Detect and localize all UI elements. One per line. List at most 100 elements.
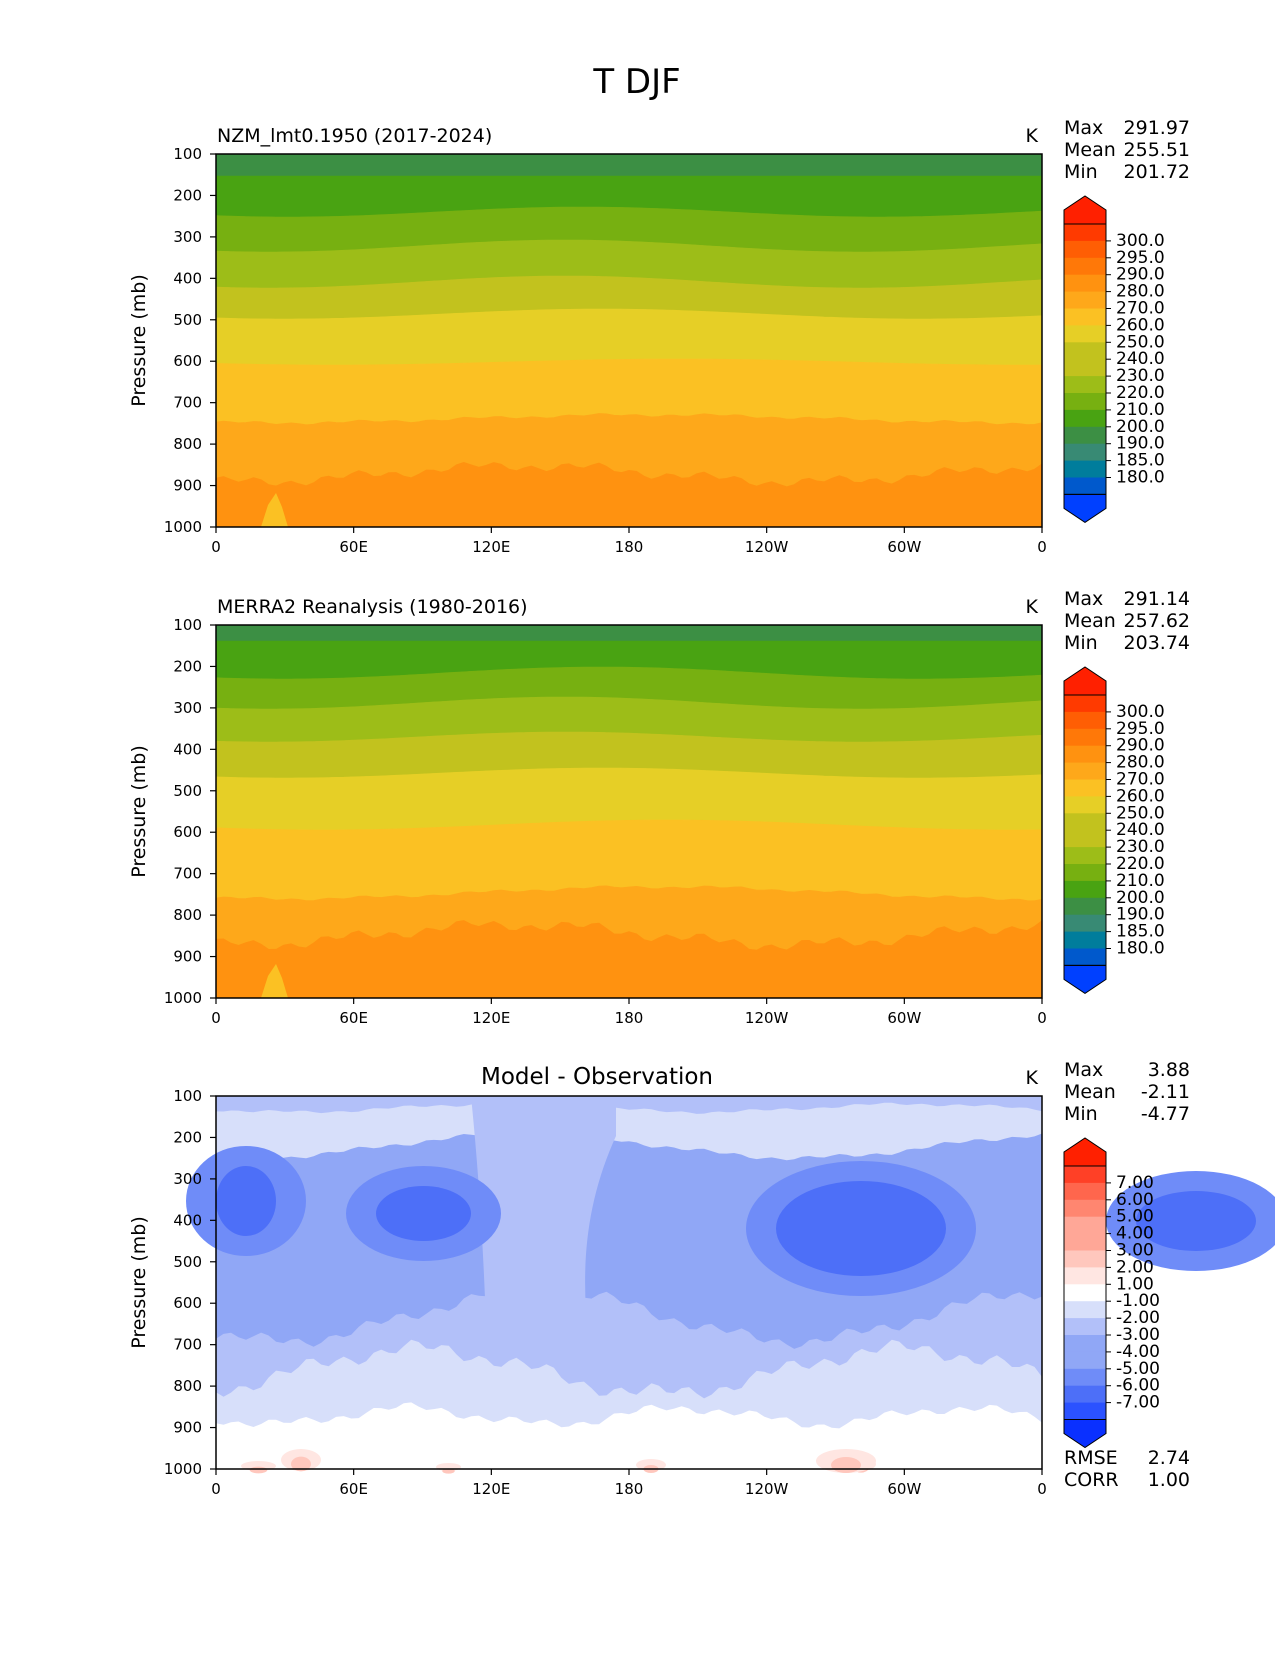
colorbar-segment: [1064, 728, 1106, 747]
colorbar-label: 220.0: [1116, 854, 1165, 874]
y-tick-label: 300: [173, 228, 202, 246]
stat-value: 257.62: [1124, 610, 1190, 632]
contour-band: [1136, 1191, 1256, 1251]
colorbar-label: 280.0: [1116, 753, 1165, 773]
colorbar-cap-bottom: [1063, 493, 1107, 524]
colorbar-label: 220.0: [1116, 383, 1165, 403]
colorbar-label: 290.0: [1116, 265, 1165, 285]
stat-value: 201.72: [1124, 161, 1190, 183]
colorbar-label: -4.00: [1116, 1342, 1160, 1362]
colorbar-label: 270.0: [1116, 770, 1165, 790]
colorbar-frame: [1063, 1165, 1107, 1420]
y-tick-label: 500: [173, 782, 202, 800]
stat-value: 1.00: [1148, 1469, 1190, 1491]
x-tick-label: 0: [211, 1480, 221, 1498]
colorbar-segment: [1064, 796, 1106, 814]
y-tick-label: 600: [173, 1294, 202, 1312]
colorbar-segment: [1064, 1318, 1106, 1336]
colorbar-segment: [1064, 426, 1106, 445]
y-tick-label: 600: [173, 352, 202, 370]
panel-title: MERRA2 Reanalysis (1980-2016): [217, 596, 528, 618]
panel-2-axes: 100 200 300 400 500 600 700 800 900 1000 0 60E 120E 1…: [128, 588, 1190, 1027]
colorbar-segment: [1064, 1368, 1106, 1387]
colorbar-label: 200.0: [1116, 417, 1165, 437]
colorbar-segment: [1064, 460, 1106, 478]
colorbar-segment: [1064, 1402, 1106, 1420]
colorbar-segment: [1064, 443, 1106, 462]
colorbar-segment: [1064, 359, 1106, 377]
colorbar-label: -2.00: [1116, 1308, 1160, 1328]
panel-3-colorbar: 7.006.005.004.003.002.001.00-1.00-2.00-3…: [1063, 1137, 1160, 1449]
y-tick-label: 1000: [164, 1460, 202, 1478]
contour-band: [261, 493, 288, 527]
x-tick-label: 180: [615, 538, 644, 556]
colorbar-label: 280.0: [1116, 282, 1165, 302]
colorbar-segment: [1064, 477, 1106, 495]
y-axis-label: Pressure (mb): [128, 745, 150, 878]
stat-label: Min: [1064, 632, 1098, 654]
colorbar-cap-top: [1063, 666, 1107, 696]
stat-label: Min: [1064, 1103, 1098, 1125]
y-tick-label: 500: [173, 311, 202, 329]
contour-band: [291, 1456, 311, 1472]
colorbar-segment: [1064, 1385, 1106, 1404]
colorbar-segment: [1064, 1284, 1106, 1302]
colorbar-label: 7.00: [1116, 1173, 1154, 1193]
colorbar-label: 240.0: [1116, 820, 1165, 840]
y-tick-label: 1000: [164, 518, 202, 536]
contour-band: [776, 1181, 946, 1276]
contour-band: [216, 1096, 1042, 1161]
stat-label: Mean: [1064, 1081, 1116, 1103]
colorbar-label: 180.0: [1116, 468, 1165, 488]
colorbar-segment: [1064, 1351, 1106, 1370]
colorbar-label: 190.0: [1116, 905, 1165, 925]
x-tick-label: 120W: [745, 1009, 789, 1027]
colorbar-label: 4.00: [1116, 1224, 1154, 1244]
y-tick-label: 200: [173, 1128, 202, 1146]
y-tick-label: 300: [173, 699, 202, 717]
colorbar-segment: [1064, 1216, 1106, 1235]
colorbar-label: -5.00: [1116, 1359, 1160, 1379]
colorbar-label: 190.0: [1116, 434, 1165, 454]
contour-band: [376, 1186, 471, 1241]
x-tick-label: 60E: [339, 1480, 368, 1498]
y-axis-label: Pressure (mb): [128, 274, 150, 407]
panel-title: NZM_lmt0.1950 (2017-2024): [217, 125, 492, 147]
x-tick-label: 120W: [745, 538, 789, 556]
colorbar-segment: [1064, 745, 1106, 764]
colorbar-label: 5.00: [1116, 1207, 1154, 1227]
stat-value: 291.14: [1124, 588, 1190, 610]
colorbar-label: 295.0: [1116, 248, 1165, 268]
colorbar-segment: [1064, 376, 1106, 394]
units-label: K: [1026, 125, 1039, 147]
stat-label: CORR: [1064, 1469, 1119, 1491]
colorbar-segment: [1064, 1267, 1106, 1285]
panel-2-fill: [215, 624, 1043, 999]
x-tick-label: 60W: [887, 1009, 921, 1027]
colorbar-label: 3.00: [1116, 1241, 1154, 1261]
y-tick-label: 500: [173, 1253, 202, 1271]
x-tick-label: 0: [1037, 1480, 1047, 1498]
x-tick-label: 0: [1037, 538, 1047, 556]
stat-value: 255.51: [1124, 139, 1190, 161]
y-tick-label: 100: [173, 616, 202, 634]
colorbar-segment: [1064, 274, 1106, 293]
stat-label: Mean: [1064, 139, 1116, 161]
colorbar-segment: [1064, 257, 1106, 276]
colorbar-label: -6.00: [1116, 1376, 1160, 1396]
y-tick-label: 800: [173, 435, 202, 453]
stat-label: Min: [1064, 161, 1098, 183]
y-tick-label: 300: [173, 1170, 202, 1188]
colorbar-segment: [1064, 847, 1106, 865]
colorbar-segment: [1064, 1182, 1106, 1201]
colorbar-cap-top: [1063, 195, 1107, 225]
panel-title: Model - Observation: [481, 1064, 713, 1090]
colorbar-label: 250.0: [1116, 803, 1165, 823]
colorbar-segment: [1064, 711, 1106, 730]
colorbar-segment: [1064, 914, 1106, 933]
colorbar-segment: [1064, 897, 1106, 916]
figure-title: T DJF: [592, 62, 680, 102]
x-tick-label: 120E: [472, 538, 510, 556]
y-tick-label: 400: [173, 269, 202, 287]
x-tick-label: 0: [1037, 1009, 1047, 1027]
